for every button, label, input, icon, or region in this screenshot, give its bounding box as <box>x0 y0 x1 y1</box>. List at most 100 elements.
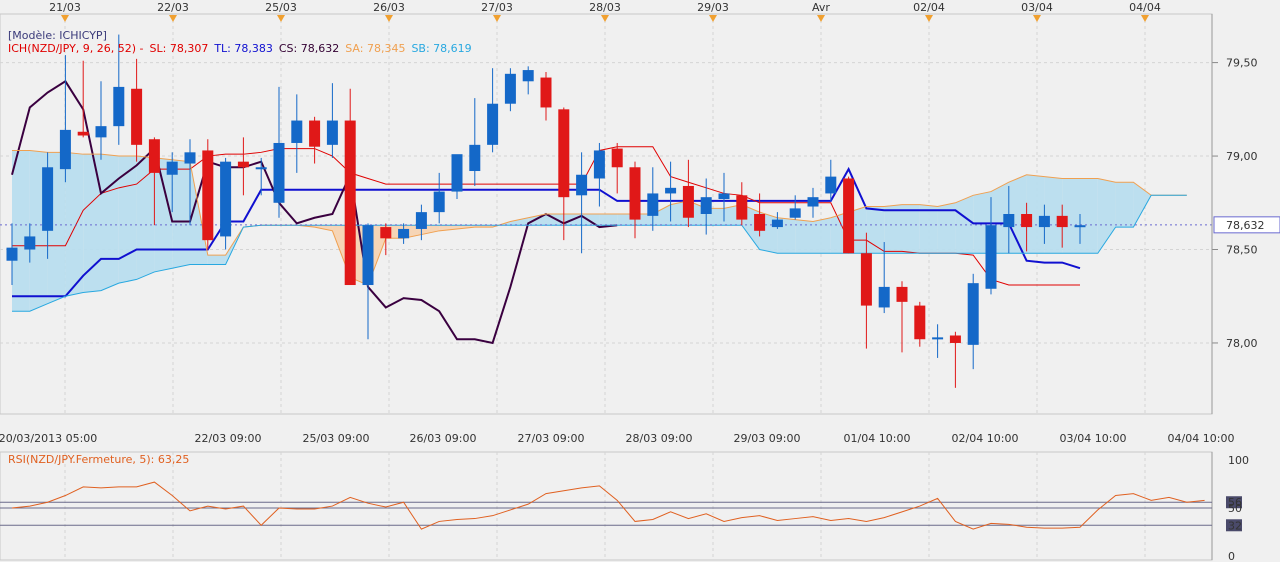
candle-body <box>1038 215 1050 228</box>
top-date-label: 02/04 <box>913 1 945 14</box>
bottom-time-label: 01/04 10:00 <box>844 432 911 445</box>
candle-body <box>843 178 855 254</box>
date-marker-triangle <box>1033 15 1041 22</box>
rsi-tick-label: 56 <box>1228 496 1242 509</box>
cloud-segment <box>1044 176 1063 254</box>
candle-body <box>487 103 499 145</box>
cloud-segment <box>83 154 101 293</box>
candle-body <box>576 174 588 196</box>
cloud-segment <box>902 204 920 254</box>
date-marker-triangle <box>277 15 285 22</box>
date-marker-triangle <box>169 15 177 22</box>
bottom-time-label: 28/03 09:00 <box>626 432 693 445</box>
date-marker-triangle <box>817 15 825 22</box>
candle-body <box>6 247 18 261</box>
candle-body <box>807 197 819 207</box>
date-marker-triangle <box>709 15 717 22</box>
candle-body <box>967 283 979 345</box>
candle-body <box>255 167 267 170</box>
candle-body <box>932 337 944 340</box>
candle-body <box>718 193 730 200</box>
cloud-segment <box>919 204 938 254</box>
y-tick-label: 79,50 <box>1226 57 1258 70</box>
legend-sl: SL: 78,307 <box>149 42 209 55</box>
candle-body <box>985 225 997 289</box>
cloud-segment <box>652 204 671 226</box>
date-marker-triangle <box>61 15 69 22</box>
bottom-time-label: 02/04 10:00 <box>952 432 1019 445</box>
candle-body <box>611 148 623 168</box>
cloud-segment <box>937 202 956 254</box>
bottom-time-label: 27/03 09:00 <box>518 432 585 445</box>
candle-body <box>878 286 890 308</box>
rsi-title: RSI(NZD/JPY.Fermeture, 5): 63,25 <box>8 453 190 466</box>
top-date-label: 25/03 <box>265 1 297 14</box>
top-date-label: 29/03 <box>697 1 729 14</box>
candle-body <box>540 77 552 108</box>
candle-body <box>77 131 89 136</box>
candle-body <box>220 161 232 237</box>
cloud-segment <box>1062 178 1080 254</box>
candle-body <box>629 167 641 220</box>
cloud-segment <box>955 195 974 254</box>
y-tick-label: 78,00 <box>1226 337 1258 350</box>
legend-cs: CS: 78,632 <box>278 42 340 55</box>
top-date-label: 27/03 <box>481 1 513 14</box>
candle-body <box>700 197 712 214</box>
candle-body <box>860 253 872 306</box>
candle-body <box>148 139 160 173</box>
candle-body <box>469 144 481 172</box>
rsi-legend: RSI(NZD/JPY.Fermeture, 5): 63,25 <box>8 453 195 466</box>
rsi-tick-label: 50 <box>1228 502 1242 515</box>
current-price-box <box>1213 216 1280 234</box>
date-marker-triangle <box>1141 15 1149 22</box>
candle-body <box>665 187 677 194</box>
candle-body <box>95 126 107 138</box>
candle-body <box>647 193 659 216</box>
rsi-tick-label: 100 <box>1228 454 1249 467</box>
candle-body <box>291 120 303 143</box>
candlesticks <box>6 34 1086 388</box>
bottom-time-label: 03/04 10:00 <box>1060 432 1127 445</box>
cloud-segment <box>1026 174 1045 254</box>
candle-body <box>558 109 570 198</box>
cloud-segment <box>1080 178 1098 254</box>
candle-body <box>131 88 143 145</box>
candle-body <box>166 161 178 175</box>
date-marker-triangle <box>493 15 501 22</box>
top-date-label: 04/04 <box>1129 1 1161 14</box>
cloud-segment <box>101 154 119 291</box>
legend-sa: SA: 78,345 <box>345 42 406 55</box>
cloud-segment <box>118 156 137 284</box>
candle-body <box>1021 214 1033 228</box>
rsi-line <box>11 481 1205 530</box>
date-marker-triangle <box>385 15 393 22</box>
top-date-label: 22/03 <box>157 1 189 14</box>
cloud-segment <box>12 150 30 312</box>
cloud-segment <box>65 152 84 297</box>
candle-body <box>202 150 214 241</box>
candle-body <box>24 236 36 250</box>
candle-body <box>1074 225 1086 228</box>
legend-tl: TL: 78,383 <box>214 42 273 55</box>
template-label: [Modèle: ICHICYP] <box>8 29 113 42</box>
cloud-segment <box>207 255 226 265</box>
top-date-label: 03/04 <box>1021 1 1053 14</box>
y-tick-label: 79,00 <box>1226 150 1258 163</box>
candle-body <box>1003 214 1015 228</box>
bottom-time-label: 25/03 09:00 <box>303 432 370 445</box>
candle-body <box>896 286 908 302</box>
candle-body <box>398 228 410 239</box>
top-date-label: Avr <box>812 1 830 14</box>
cloud-segment <box>1133 182 1152 228</box>
chikou-line <box>11 79 618 345</box>
top-date-label: 26/03 <box>373 1 405 14</box>
cloud-segment <box>813 217 831 254</box>
rsi-tick-label: 0 <box>1228 550 1235 562</box>
bottom-time-label: 20/03/2013 05:00 <box>0 432 97 445</box>
candle-body <box>237 161 249 168</box>
cloud-segment <box>510 217 529 226</box>
rsi-tick-box <box>1226 496 1242 509</box>
